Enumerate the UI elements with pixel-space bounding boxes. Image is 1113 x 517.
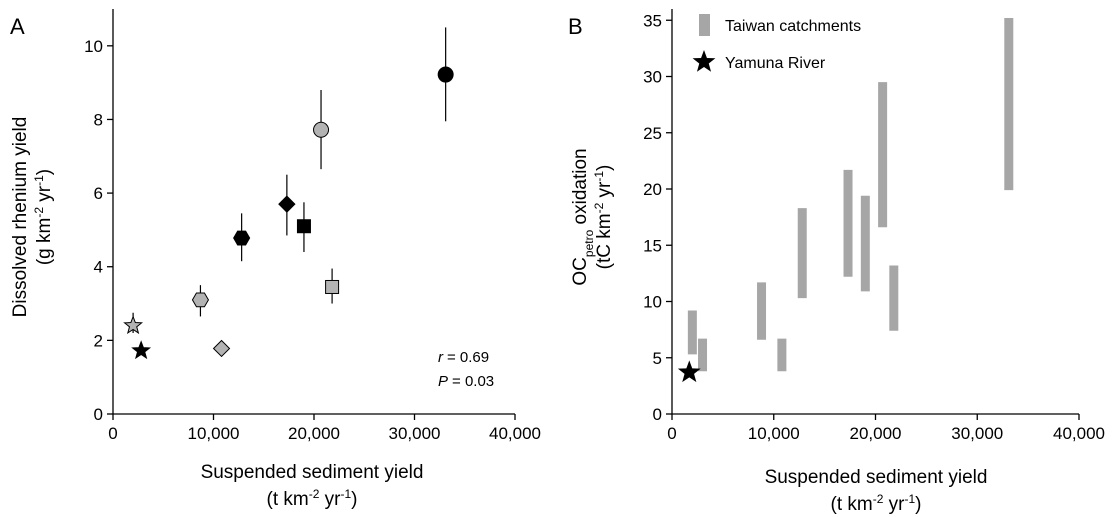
legend-taiwan-label: Taiwan catchments bbox=[725, 18, 861, 35]
taiwan-range-bar bbox=[860, 195, 870, 292]
panel-a-y-tick-label: 2 bbox=[94, 331, 103, 350]
taiwan-range-bar bbox=[757, 282, 767, 340]
data-point-circle bbox=[313, 121, 330, 138]
taiwan-range-bar bbox=[687, 310, 697, 355]
legend-taiwan-swatch bbox=[699, 14, 710, 36]
data-point-star bbox=[123, 315, 144, 335]
legend-yamuna-label: Yamuna River bbox=[725, 55, 826, 72]
panel-b-y-tick-label: 5 bbox=[653, 349, 662, 368]
data-point-square bbox=[296, 219, 311, 234]
panel-b-x-axis-title: Suspended sediment yield bbox=[765, 467, 988, 488]
panel-a-y-tick-label: 6 bbox=[94, 184, 103, 203]
data-point-diamond bbox=[212, 339, 231, 358]
panel-b-x-axis-units: (t km-2 yr-1) bbox=[831, 492, 922, 515]
data-point-hexagon bbox=[233, 230, 251, 246]
panel-a-y-axis-title: Dissolved rhenium yield bbox=[10, 117, 31, 318]
panel-b-x-tick-label: 20,000 bbox=[850, 424, 902, 443]
panel-b-y-tick-label: 10 bbox=[643, 293, 662, 312]
panel-b-y-tick-label: 35 bbox=[643, 11, 662, 30]
data-point-circle bbox=[437, 66, 454, 83]
panel-b-x-tick-label: 10,000 bbox=[748, 424, 800, 443]
panel-b-label: B bbox=[568, 14, 583, 39]
panel-b-y-tick-label: 25 bbox=[643, 124, 662, 143]
panel-b-y-axis-title: OCpetro oxidation bbox=[570, 148, 596, 285]
legend-yamuna-star bbox=[692, 50, 716, 72]
panel-a-y-tick-label: 4 bbox=[94, 258, 103, 277]
panel-a-x-axis-units: (t km-2 yr-1) bbox=[267, 487, 358, 510]
data-point-star bbox=[131, 340, 152, 360]
panel-a-x-tick-label: 30,000 bbox=[389, 424, 441, 443]
panel-a-x-axis-title: Suspended sediment yield bbox=[201, 462, 424, 483]
panel-b-x-tick-label: 40,000 bbox=[1053, 424, 1105, 443]
data-point-hexagon bbox=[191, 292, 210, 308]
panel-b: B OCpetro oxidation (tC km-2 yr-1) Suspe… bbox=[568, 9, 1105, 515]
panel-b-marks bbox=[677, 18, 1014, 383]
panel-a-y-tick-label: 8 bbox=[94, 110, 103, 129]
panel-a-stat-r: r = 0.69 bbox=[438, 349, 489, 366]
panel-b-legend: Taiwan catchments Yamuna River bbox=[692, 14, 861, 72]
taiwan-range-bar bbox=[1004, 18, 1014, 191]
panel-a-y-tick-label: 0 bbox=[94, 405, 103, 424]
panel-b-y-tick-label: 20 bbox=[643, 180, 662, 199]
panel-a-label: A bbox=[10, 14, 25, 39]
taiwan-range-bar bbox=[698, 338, 708, 372]
panel-a-x-tick-label: 20,000 bbox=[288, 424, 340, 443]
panel-b-axes: 0 5 10 15 20 25 30 35 0 10,000 20,000 30,000 40,000 bbox=[643, 9, 1105, 443]
taiwan-range-bar bbox=[843, 169, 853, 277]
panel-a-marks bbox=[123, 27, 454, 360]
panel-b-y-axis-units: (tC km-2 yr-1) bbox=[592, 165, 615, 270]
panel-a-y-tick-label: 10 bbox=[84, 37, 103, 56]
taiwan-range-bar bbox=[878, 82, 888, 228]
data-point-square bbox=[325, 279, 340, 294]
taiwan-range-bar bbox=[797, 208, 807, 299]
data-point-diamond bbox=[278, 195, 296, 213]
taiwan-range-bar bbox=[889, 265, 899, 331]
panel-a-y-axis-units: (g km-2 yr-1) bbox=[32, 169, 55, 265]
panel-b-y-tick-label: 15 bbox=[643, 236, 662, 255]
panel-a-x-tick-label: 40,000 bbox=[489, 424, 541, 443]
panel-b-x-tick-label: 0 bbox=[667, 424, 676, 443]
panel-b-y-tick-label: 0 bbox=[653, 405, 662, 424]
panel-b-y-tick-label: 30 bbox=[643, 68, 662, 87]
panel-a-x-tick-label: 10,000 bbox=[188, 424, 240, 443]
panel-b-x-tick-label: 30,000 bbox=[951, 424, 1003, 443]
panel-a: A Dissolved rhenium yield (g km-2 yr-1) … bbox=[10, 9, 541, 510]
panel-a-stat-p: P = 0.03 bbox=[438, 373, 494, 390]
yamuna-star bbox=[677, 360, 701, 383]
panel-a-x-tick-label: 0 bbox=[108, 424, 117, 443]
panel-a-axes: 0 2 4 6 8 10 0 10,000 20,000 30,000 40,000 bbox=[84, 9, 541, 443]
taiwan-range-bar bbox=[777, 338, 787, 372]
